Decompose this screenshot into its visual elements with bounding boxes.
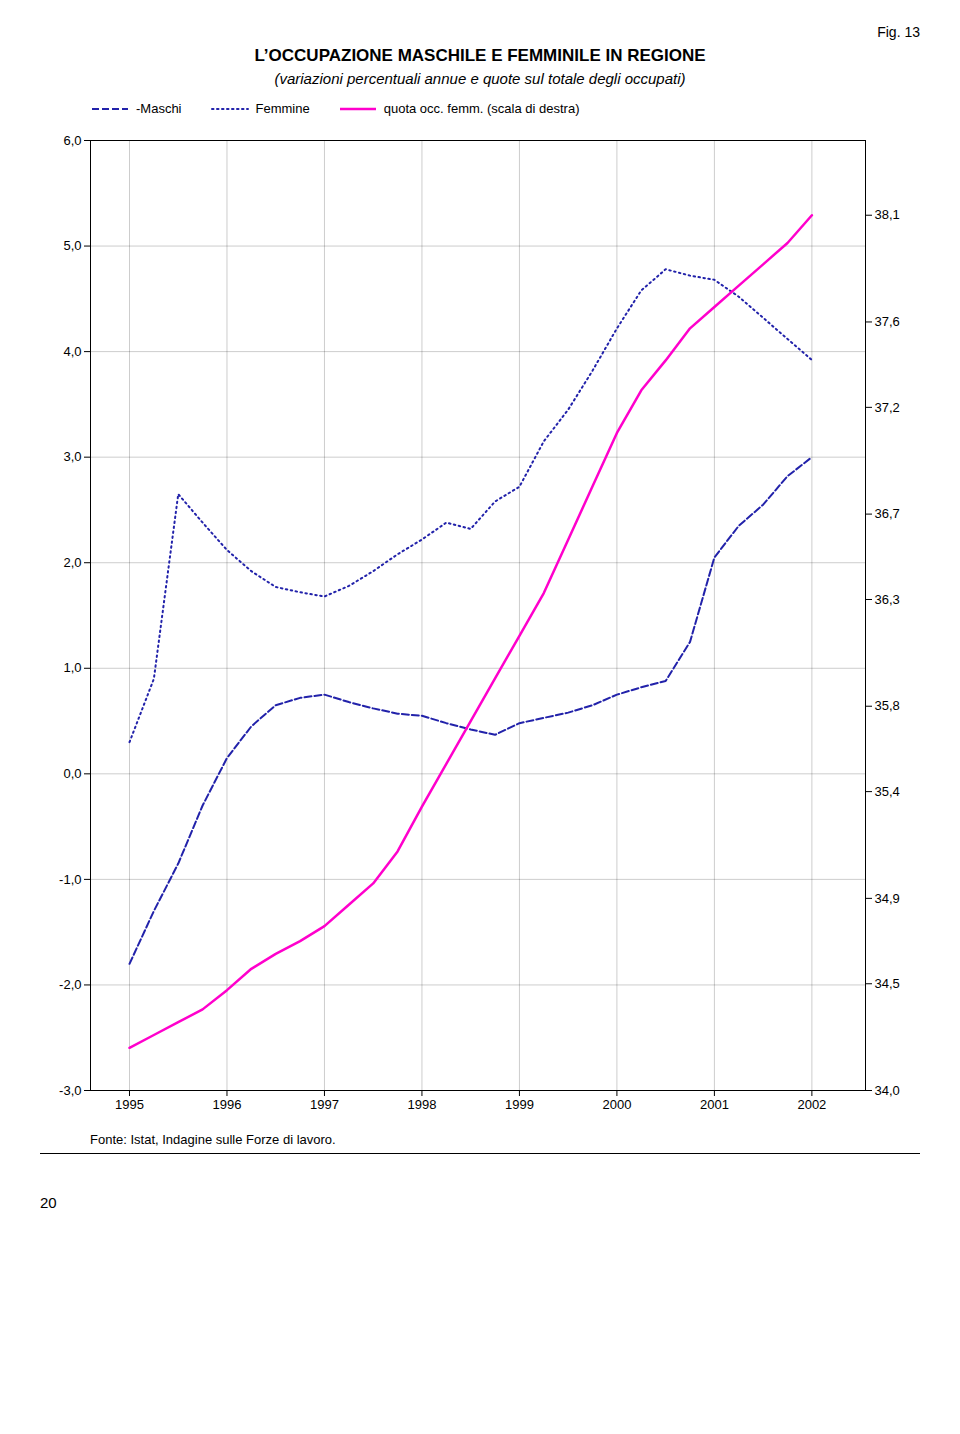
svg-text:36,3: 36,3 <box>875 592 900 607</box>
svg-text:1995: 1995 <box>115 1097 144 1112</box>
html-text:Fonte: Istat, Indagine sulle F: Fonte: Istat, Indagine sulle Forze di la… <box>90 1132 336 1147</box>
svg-text:2,0: 2,0 <box>63 555 81 570</box>
svg-text:1998: 1998 <box>407 1097 436 1112</box>
svg-text:36,7: 36,7 <box>875 506 900 521</box>
svg-text:0,0: 0,0 <box>63 766 81 781</box>
svg-text:2000: 2000 <box>602 1097 631 1112</box>
svg-text:4,0: 4,0 <box>63 344 81 359</box>
svg-text:6,0: 6,0 <box>63 133 81 148</box>
svg-text:37,2: 37,2 <box>875 400 900 415</box>
svg-text:34,0: 34,0 <box>875 1083 900 1098</box>
svg-text:1999: 1999 <box>505 1097 534 1112</box>
svg-text:5,0: 5,0 <box>63 238 81 253</box>
html-text:20: 20 <box>40 1194 57 1211</box>
svg-text:-1,0: -1,0 <box>59 872 81 887</box>
html-text:-Maschi: -Maschi <box>136 101 182 116</box>
svg-text:-3,0: -3,0 <box>59 1083 81 1098</box>
html-text:Fig. 13: Fig. 13 <box>877 24 920 40</box>
svg-text:-2,0: -2,0 <box>59 977 81 992</box>
svg-text:2001: 2001 <box>700 1097 729 1112</box>
svg-text:34,9: 34,9 <box>875 891 900 906</box>
svg-text:35,4: 35,4 <box>875 784 900 799</box>
svg-text:37,6: 37,6 <box>875 314 900 329</box>
svg-text:34,5: 34,5 <box>875 976 900 991</box>
svg-text:1997: 1997 <box>310 1097 339 1112</box>
svg-text:2002: 2002 <box>797 1097 826 1112</box>
svg-text:35,8: 35,8 <box>875 698 900 713</box>
svg-text:1,0: 1,0 <box>63 660 81 675</box>
svg-text:1996: 1996 <box>213 1097 242 1112</box>
svg-text:38,1: 38,1 <box>875 207 900 222</box>
html-text:L’OCCUPAZIONE MASCHILE E FEMMI: L’OCCUPAZIONE MASCHILE E FEMMINILE IN RE… <box>254 46 706 65</box>
html-text:(variazioni percentuali annue: (variazioni percentuali annue e quote su… <box>274 70 686 87</box>
html-text:quota occ. femm. (scala di des: quota occ. femm. (scala di destra) <box>383 101 580 116</box>
html-text:Femmine: Femmine <box>255 101 310 116</box>
svg-text:3,0: 3,0 <box>63 449 81 464</box>
